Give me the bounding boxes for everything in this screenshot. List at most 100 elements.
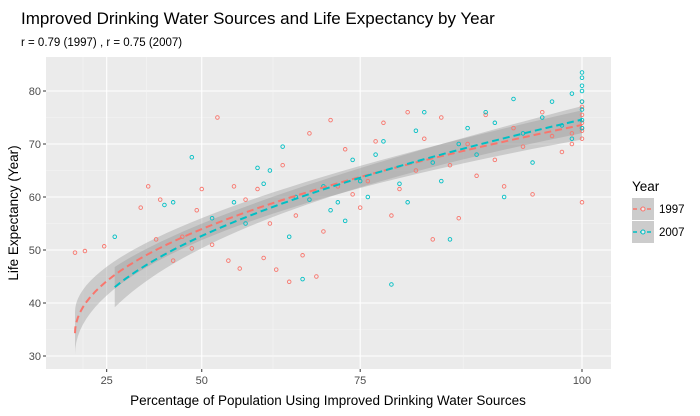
data-point-1997 bbox=[569, 131, 575, 136]
data-point-1997 bbox=[328, 117, 333, 123]
data-point-1997 bbox=[579, 120, 585, 126]
data-point-1997 bbox=[82, 248, 88, 254]
data-point-1997 bbox=[300, 253, 305, 258]
trend-line-1997 bbox=[74, 123, 583, 334]
y-axis-ticks: 30 40 50 60 70 80 bbox=[29, 86, 46, 363]
data-point-1997 bbox=[422, 136, 427, 141]
data-point-1997 bbox=[267, 221, 273, 226]
data-point-1997 bbox=[153, 237, 159, 242]
data-point-1997 bbox=[511, 125, 516, 131]
y-tick-label: 40 bbox=[29, 298, 41, 310]
data-point-2007 bbox=[335, 200, 341, 205]
data-point-1997 bbox=[138, 205, 143, 210]
data-point-1997 bbox=[579, 112, 585, 118]
data-point-2007 bbox=[511, 96, 516, 102]
data-point-1997 bbox=[579, 128, 585, 133]
data-point-1997 bbox=[530, 192, 535, 197]
data-point-1997 bbox=[243, 197, 248, 202]
legend-entry-2007: 2007 bbox=[632, 221, 685, 243]
plot-panel bbox=[46, 57, 611, 369]
data-point-2007 bbox=[579, 70, 585, 75]
data-point-1997 bbox=[501, 184, 507, 189]
data-point-2007 bbox=[447, 237, 453, 242]
data-point-1997 bbox=[559, 149, 565, 155]
data-point-2007 bbox=[465, 125, 470, 131]
legend-entry-1997: 1997 bbox=[632, 198, 685, 220]
trend-line-2007 bbox=[114, 118, 583, 288]
data-point-2007 bbox=[373, 152, 378, 157]
data-point-1997 bbox=[342, 147, 348, 152]
data-point-1997 bbox=[540, 109, 545, 115]
data-point-2007 bbox=[267, 168, 273, 173]
data-point-1997 bbox=[189, 246, 195, 251]
x-tick-label: 50 bbox=[196, 375, 208, 387]
data-point-1997 bbox=[520, 144, 526, 149]
data-point-2007 bbox=[579, 88, 585, 94]
data-point-2007 bbox=[112, 234, 117, 239]
y-tick-label: 80 bbox=[29, 86, 41, 98]
y-tick-label: 60 bbox=[29, 192, 41, 204]
data-point-2007 bbox=[579, 99, 585, 104]
data-point-2007 bbox=[569, 91, 575, 96]
data-point-2007 bbox=[397, 181, 402, 186]
data-point-2007 bbox=[357, 178, 363, 184]
x-tick-label: 75 bbox=[354, 375, 366, 387]
data-point-2007 bbox=[189, 154, 195, 160]
data-point-1997 bbox=[280, 162, 285, 168]
x-tick-label: 100 bbox=[573, 375, 591, 387]
data-point-2007 bbox=[540, 115, 545, 120]
data-point-2007 bbox=[162, 202, 167, 208]
data-point-1997 bbox=[389, 213, 394, 218]
data-point-1997 bbox=[430, 237, 435, 242]
data-point-2007 bbox=[389, 282, 394, 287]
data-point-1997 bbox=[180, 234, 185, 239]
data-point-2007 bbox=[422, 109, 427, 115]
data-point-1997 bbox=[101, 244, 107, 249]
legend-title: Year bbox=[632, 179, 660, 194]
legend-point-2007 bbox=[640, 229, 646, 235]
y-tick-label: 50 bbox=[29, 245, 41, 257]
trend-lines bbox=[74, 118, 583, 334]
data-point-2007 bbox=[483, 109, 488, 115]
data-point-1997 bbox=[357, 205, 363, 210]
data-point-2007 bbox=[569, 136, 575, 141]
data-point-1997 bbox=[365, 178, 371, 184]
data-point-1997 bbox=[72, 250, 78, 255]
data-point-1997 bbox=[273, 267, 279, 272]
data-point-1997 bbox=[209, 242, 215, 247]
data-point-1997 bbox=[255, 186, 260, 192]
data-point-2007 bbox=[530, 160, 535, 165]
legend-label-1997: 1997 bbox=[659, 204, 685, 216]
chart-subtitle: r = 0.79 (1997) , r = 0.75 (2007) bbox=[21, 37, 182, 49]
data-point-1997 bbox=[549, 133, 555, 139]
data-point-1997 bbox=[465, 141, 470, 147]
data-point-1997 bbox=[579, 200, 585, 205]
x-axis-title: Percentage of Population Using Improved … bbox=[130, 393, 526, 408]
data-point-1997 bbox=[237, 266, 242, 271]
data-point-2007 bbox=[579, 75, 585, 80]
data-point-1997 bbox=[405, 109, 410, 115]
data-point-1997 bbox=[145, 184, 151, 189]
data-point-1997 bbox=[170, 258, 176, 263]
data-point-1997 bbox=[373, 139, 378, 144]
data-point-2007 bbox=[381, 139, 386, 144]
data-point-1997 bbox=[569, 141, 575, 147]
data-point-2007 bbox=[365, 194, 371, 200]
data-point-2007 bbox=[209, 215, 215, 221]
data-point-2007 bbox=[501, 194, 507, 200]
data-point-2007 bbox=[456, 141, 461, 147]
data-point-1997 bbox=[215, 115, 220, 120]
data-point-2007 bbox=[342, 218, 348, 224]
data-point-2007 bbox=[430, 160, 435, 165]
data-point-1997 bbox=[157, 197, 163, 202]
data-point-1997 bbox=[474, 173, 479, 179]
data-point-2007 bbox=[549, 99, 555, 104]
confidence-bands bbox=[75, 106, 582, 355]
data-point-2007 bbox=[405, 200, 410, 205]
data-point-2007 bbox=[243, 221, 248, 226]
data-point-1997 bbox=[579, 136, 585, 141]
data-points bbox=[72, 70, 585, 287]
data-point-1997 bbox=[397, 186, 402, 192]
data-point-1997 bbox=[492, 157, 498, 163]
legend-label-2007: 2007 bbox=[659, 227, 685, 239]
